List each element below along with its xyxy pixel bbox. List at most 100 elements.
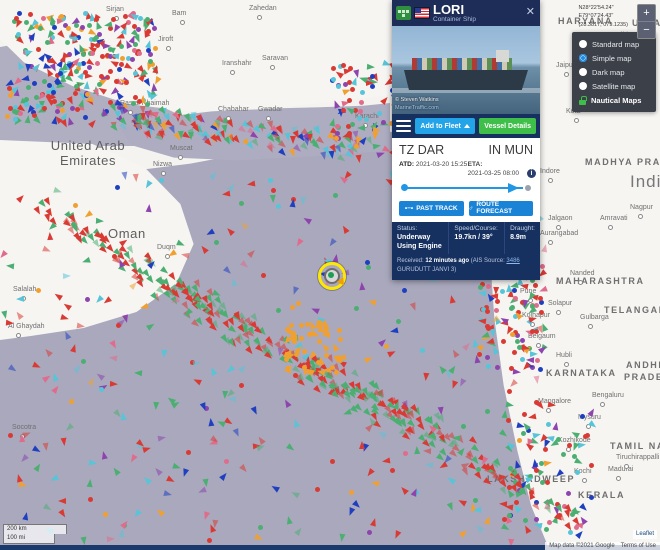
vessel-marker[interactable] [24, 47, 34, 56]
vessel-marker[interactable] [544, 527, 550, 533]
past-track-button[interactable]: •−• PAST TRACK [399, 200, 464, 216]
vessel-marker[interactable] [359, 440, 366, 449]
vessel-marker[interactable] [529, 277, 535, 283]
vessel-marker[interactable] [284, 357, 290, 363]
vessel-marker[interactable] [365, 78, 371, 84]
vessel-marker[interactable] [473, 498, 479, 504]
vessel-marker[interactable] [363, 116, 369, 122]
vessel-marker[interactable] [115, 323, 121, 329]
vessel-marker[interactable] [257, 524, 263, 530]
vessel-marker[interactable] [45, 94, 51, 100]
vessel-marker[interactable] [483, 305, 489, 311]
vessel-marker[interactable] [64, 40, 70, 46]
vessel-marker[interactable] [555, 502, 561, 508]
vessel-marker[interactable] [12, 19, 18, 25]
vessel-marker[interactable] [508, 305, 514, 311]
vessel-marker[interactable] [534, 303, 540, 309]
vessel-marker[interactable] [99, 107, 108, 117]
vessel-marker[interactable] [58, 497, 67, 504]
vessel-marker[interactable] [484, 408, 490, 414]
vessel-marker[interactable] [516, 310, 522, 316]
vessel-marker[interactable] [107, 99, 113, 105]
vessel-marker[interactable] [512, 349, 518, 355]
vessel-marker[interactable] [73, 90, 79, 96]
vessel-marker[interactable] [365, 259, 371, 265]
vessel-marker[interactable] [100, 54, 106, 60]
vessel-marker[interactable] [290, 197, 296, 203]
vessel-marker[interactable] [131, 101, 137, 107]
vessel-marker[interactable] [136, 50, 142, 56]
vessel-marker[interactable] [24, 19, 30, 25]
vessel-marker[interactable] [145, 28, 151, 34]
vessel-marker[interactable] [501, 516, 507, 522]
vessel-marker[interactable] [521, 431, 526, 437]
vessel-marker[interactable] [13, 110, 19, 116]
vessel-marker[interactable] [447, 294, 456, 304]
vessel-marker[interactable] [302, 365, 308, 371]
vessel-marker[interactable] [159, 178, 165, 184]
zoom-out-button[interactable]: − [638, 21, 655, 38]
vessel-marker[interactable] [286, 354, 292, 360]
vessel-marker[interactable] [522, 518, 528, 524]
vessel-marker[interactable] [203, 405, 209, 411]
vessel-marker[interactable] [534, 500, 540, 506]
vessel-marker[interactable] [589, 494, 595, 500]
vessel-marker[interactable] [55, 79, 61, 85]
vessel-marker[interactable] [153, 401, 160, 410]
vessel-marker[interactable] [94, 43, 100, 49]
vessel-marker[interactable] [329, 365, 335, 371]
vessel-marker[interactable] [47, 14, 56, 24]
vessel-marker[interactable] [477, 352, 483, 358]
vessel-marker[interactable] [86, 22, 92, 28]
vessel-marker[interactable] [150, 82, 158, 91]
vessel-marker[interactable] [284, 132, 291, 142]
vessel-marker[interactable] [525, 427, 531, 433]
vessel-marker[interactable] [336, 84, 342, 90]
vessel-marker[interactable] [356, 125, 365, 132]
vessel-marker[interactable] [84, 91, 90, 97]
vessel-marker[interactable] [570, 512, 576, 518]
vessel-marker[interactable] [359, 100, 364, 106]
vessel-marker[interactable] [507, 388, 513, 394]
vessel-marker[interactable] [148, 58, 154, 64]
vessel-marker[interactable] [49, 21, 55, 27]
vessel-marker[interactable] [517, 438, 523, 444]
vessel-marker[interactable] [528, 490, 534, 496]
vessel-marker[interactable] [6, 86, 12, 92]
vessel-marker[interactable] [461, 423, 466, 429]
vessel-marker[interactable] [521, 411, 527, 417]
vessel-marker[interactable] [422, 373, 430, 382]
vessel-marker[interactable] [275, 203, 281, 209]
vessel-marker[interactable] [24, 101, 30, 107]
vessel-marker[interactable] [107, 68, 113, 74]
vessel-marker[interactable] [422, 447, 431, 454]
vessel-marker[interactable] [547, 519, 553, 525]
vessel-marker[interactable] [25, 64, 32, 73]
vessel-marker[interactable] [54, 108, 60, 114]
vessel-marker[interactable] [214, 240, 220, 246]
vessel-marker[interactable] [322, 323, 328, 329]
close-icon[interactable]: ✕ [525, 6, 535, 18]
vessel-marker[interactable] [121, 171, 129, 181]
vessel-marker[interactable] [15, 295, 25, 303]
vessel-marker[interactable] [122, 523, 128, 529]
vessel-marker[interactable] [334, 124, 340, 130]
vessel-marker[interactable] [108, 46, 114, 52]
vessel-marker[interactable] [354, 306, 360, 312]
vessel-marker[interactable] [55, 73, 61, 79]
vessel-marker[interactable] [51, 90, 57, 96]
departure-port[interactable]: TZ DAR [399, 143, 445, 157]
vessel-marker[interactable] [138, 15, 144, 21]
vessel-marker[interactable] [221, 190, 231, 197]
vessel-marker[interactable] [323, 367, 332, 374]
ais-source-id[interactable]: 3486 [506, 258, 520, 265]
vessel-marker[interactable] [73, 69, 79, 74]
vessel-marker[interactable] [331, 76, 337, 82]
vessel-marker[interactable] [510, 472, 516, 478]
vessel-marker[interactable] [367, 77, 373, 83]
vessel-marker[interactable] [13, 105, 18, 111]
vessel-marker[interactable] [5, 262, 14, 270]
vessel-marker[interactable] [275, 308, 281, 314]
vessel-marker[interactable] [509, 331, 515, 337]
vessel-marker[interactable] [89, 37, 95, 43]
